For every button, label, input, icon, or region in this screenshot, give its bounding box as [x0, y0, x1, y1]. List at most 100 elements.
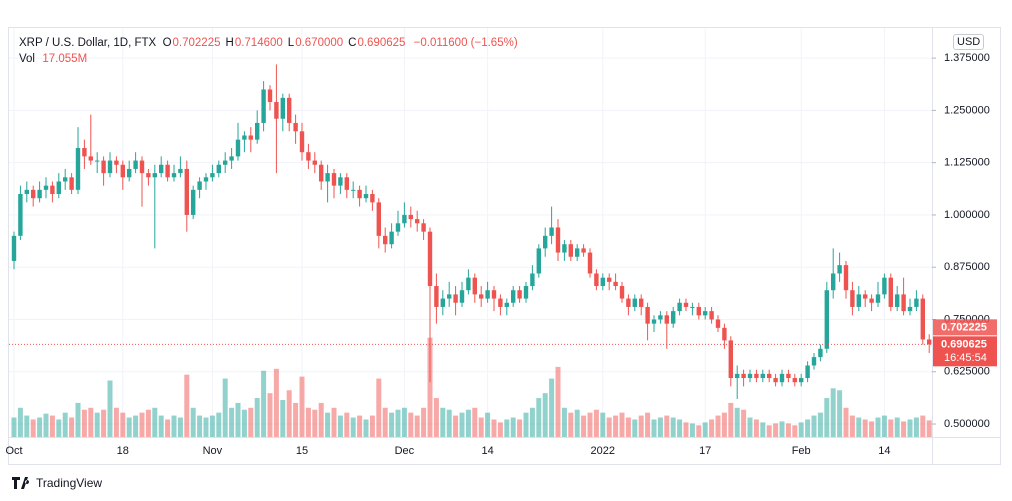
x-tick-label: Oct: [5, 445, 22, 457]
candle-body: [645, 306, 650, 324]
candle-body: [792, 378, 797, 383]
candle-body: [760, 373, 765, 379]
legend-header: XRP / U.S. Dollar, 1D, FTX O0.702225 H0.7…: [19, 35, 523, 67]
volume-bar: [408, 412, 414, 437]
volume-bar: [926, 420, 932, 437]
candle-body: [664, 315, 669, 324]
branding[interactable]: TradingView: [12, 476, 102, 490]
volume-bar: [817, 412, 823, 437]
candle-body: [107, 160, 113, 174]
candle-body: [651, 319, 657, 324]
candle-body: [850, 290, 855, 307]
candle-body: [703, 311, 708, 316]
candle-body: [575, 248, 580, 257]
candle-body: [427, 231, 433, 287]
candle-body: [536, 248, 541, 274]
volume-bar: [273, 368, 279, 437]
volume-bar: [421, 407, 427, 437]
candle-body: [447, 294, 452, 299]
y-tick-label: 0.625000: [944, 366, 990, 378]
candle-body: [914, 298, 919, 307]
volume-bar: [593, 409, 599, 437]
volume-bar: [113, 407, 119, 437]
volume-bar: [728, 402, 734, 437]
candle-body: [485, 290, 490, 299]
candle-body: [280, 97, 285, 119]
volume-bar: [133, 415, 139, 437]
volume-bar: [709, 419, 715, 437]
volume-bar: [901, 421, 907, 437]
candle-body: [248, 135, 253, 140]
volume-bar: [536, 398, 542, 437]
volume-bar: [689, 423, 695, 437]
volume-bar: [478, 417, 484, 437]
volume-bar: [632, 419, 638, 437]
candle-body: [31, 189, 36, 199]
volume-bar: [318, 402, 324, 437]
currency-button[interactable]: USD: [953, 34, 985, 50]
volume-bar: [344, 412, 350, 437]
candle-body: [421, 223, 426, 232]
volume-bar: [574, 409, 580, 437]
volume-bar: [363, 419, 369, 437]
volume-bar: [190, 407, 196, 437]
volume-bar: [683, 422, 689, 437]
candle-body: [75, 148, 81, 190]
volume-label: Vol: [19, 53, 35, 65]
candle-body: [728, 340, 733, 379]
candle-body: [351, 189, 356, 191]
candle-body: [120, 164, 125, 178]
volume-bar: [152, 407, 158, 437]
volume-bar: [222, 378, 228, 437]
x-tick-label: 14: [481, 445, 493, 457]
candle-body: [472, 277, 477, 295]
candle-body: [50, 185, 55, 195]
volume-bar: [158, 415, 164, 437]
candles: [11, 64, 932, 399]
volume-bar: [43, 413, 49, 437]
volume-bar: [254, 398, 260, 437]
candle-body: [786, 373, 791, 379]
candle-body: [146, 173, 151, 178]
volume-bar: [766, 425, 772, 437]
volume-bar: [491, 419, 497, 437]
volume-bar: [523, 412, 529, 437]
volume-bar: [62, 412, 68, 437]
volume-bar: [779, 421, 785, 437]
x-tick-label: Nov: [203, 445, 223, 457]
volume-bar: [792, 425, 798, 437]
candle-body: [696, 306, 701, 316]
volume-bar: [568, 412, 574, 437]
candle-body: [63, 177, 68, 182]
volume-bar: [101, 409, 107, 437]
candle-body: [261, 89, 266, 123]
candle-body: [927, 339, 932, 345]
volume-bar: [670, 417, 676, 437]
volume-bar: [241, 409, 247, 437]
candle-body: [709, 311, 714, 320]
candle-body: [875, 294, 881, 303]
candle-body: [671, 311, 676, 324]
volume-bar: [613, 415, 619, 437]
candle-body: [325, 173, 330, 182]
volume-bar: [888, 419, 894, 437]
volume-bar: [24, 415, 30, 437]
volume-bar: [856, 417, 862, 437]
candle-body: [197, 181, 202, 190]
ohlc-key: C: [348, 37, 357, 49]
volume-bar: [261, 370, 267, 437]
volume-bar: [651, 419, 657, 437]
candle-body: [18, 194, 23, 236]
volume-bar: [920, 415, 926, 437]
candle-body: [658, 315, 663, 320]
volume-bar: [715, 415, 721, 437]
candle-body: [818, 348, 823, 358]
candle-body: [888, 277, 893, 307]
volume-bar: [299, 376, 305, 437]
last-price-label: 0.690625: [941, 339, 987, 351]
x-tick-label: 14: [878, 445, 890, 457]
candle-body: [639, 298, 644, 307]
candle-body: [517, 290, 522, 299]
volume-bar: [376, 378, 382, 437]
candle-body: [101, 160, 106, 174]
